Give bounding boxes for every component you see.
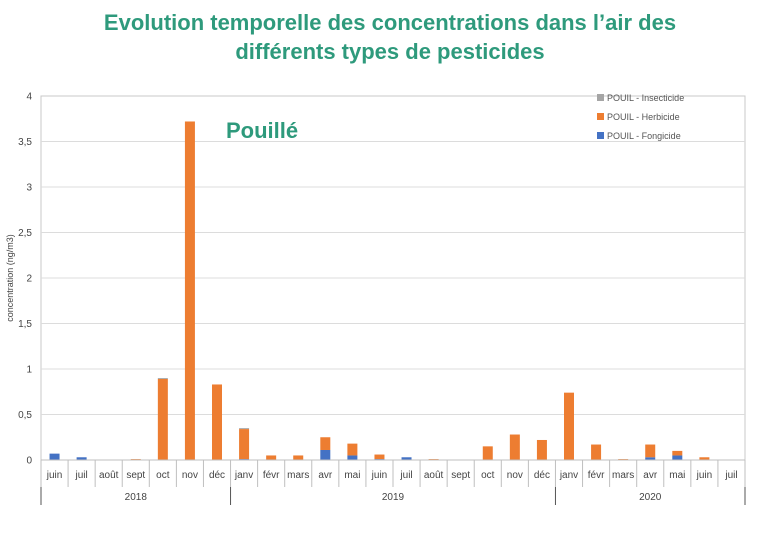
x-tick-label: juil bbox=[399, 470, 412, 481]
bar-pouil-herbicide-5 bbox=[184, 121, 195, 460]
x-tick-label: déc bbox=[534, 470, 550, 481]
x-tick-label: juin bbox=[371, 470, 388, 481]
bar-pouil-herbicide-6 bbox=[212, 384, 222, 460]
x-tick-label: nov bbox=[182, 470, 198, 481]
y-tick-label: 1,5 bbox=[18, 319, 32, 330]
bar-pouil-fongicide-23 bbox=[672, 455, 683, 460]
bar-pouil-herbicide-4 bbox=[157, 379, 168, 460]
chart-title: Evolution temporelle des concentrations … bbox=[0, 8, 780, 66]
bar-pouil-herbicide-12 bbox=[374, 454, 385, 460]
bar-pouil-herbicide-7 bbox=[239, 429, 250, 460]
x-tick-label: juil bbox=[74, 470, 87, 481]
x-tick-label: mai bbox=[344, 470, 360, 481]
y-tick-label: 4 bbox=[26, 92, 32, 103]
bar-pouil-herbicide-22 bbox=[645, 444, 656, 458]
bar-pouil-herbicide-11 bbox=[347, 443, 358, 456]
x-tick-label: mai bbox=[669, 470, 685, 481]
x-tick-label: févr bbox=[263, 470, 280, 481]
x-tick-label: déc bbox=[209, 470, 225, 481]
x-tick-label: avr bbox=[318, 470, 333, 481]
x-tick-label: janv bbox=[559, 470, 578, 481]
x-tick-label: janv bbox=[234, 470, 253, 481]
year-label: 2018 bbox=[125, 492, 148, 503]
y-tick-label: 3,5 bbox=[18, 137, 32, 148]
bar-pouil-herbicide-19 bbox=[564, 392, 574, 460]
bar-pouil-herbicide-16 bbox=[482, 446, 493, 460]
bar-pouil-fongicide-10 bbox=[320, 449, 331, 460]
y-tick-label: 2 bbox=[26, 274, 32, 285]
bar-pouil-fongicide-0 bbox=[49, 453, 60, 460]
bar-pouil-herbicide-18 bbox=[536, 439, 547, 460]
legend-swatch bbox=[597, 113, 604, 120]
y-axis-label: concentration (ng/m3) bbox=[5, 234, 15, 322]
y-tick-label: 0 bbox=[26, 456, 32, 467]
x-tick-label: juil bbox=[724, 470, 737, 481]
y-tick-label: 3 bbox=[26, 183, 32, 194]
x-tick-label: mars bbox=[287, 470, 309, 481]
chart-annotation: Pouillé bbox=[226, 118, 298, 143]
bar-pouil-herbicide-10 bbox=[320, 437, 331, 450]
x-tick-label: août bbox=[99, 470, 119, 481]
legend-label: POUIL - Insecticide bbox=[607, 93, 684, 103]
year-label: 2020 bbox=[639, 492, 662, 503]
chart-title-line2: différents types de pesticides bbox=[235, 39, 545, 64]
x-tick-label: juin bbox=[46, 470, 63, 481]
bar-pouil-insecticide-4 bbox=[157, 378, 168, 380]
x-tick-label: nov bbox=[507, 470, 523, 481]
bar-pouil-insecticide-7 bbox=[239, 428, 250, 430]
legend-swatch bbox=[597, 94, 604, 101]
y-tick-label: 0,5 bbox=[18, 410, 32, 421]
x-tick-label: sept bbox=[126, 470, 145, 481]
y-tick-label: 2,5 bbox=[18, 228, 32, 239]
x-tick-label: oct bbox=[481, 470, 495, 481]
bar-pouil-fongicide-1 bbox=[76, 457, 87, 460]
bar-pouil-herbicide-24 bbox=[699, 457, 710, 460]
bar-pouil-fongicide-11 bbox=[347, 455, 358, 460]
x-tick-label: mars bbox=[612, 470, 634, 481]
x-tick-label: juin bbox=[696, 470, 713, 481]
year-label: 2019 bbox=[382, 492, 405, 503]
x-tick-label: août bbox=[424, 470, 444, 481]
bar-pouil-herbicide-9 bbox=[293, 455, 304, 460]
bar-pouil-herbicide-23 bbox=[672, 450, 683, 456]
bar-pouil-fongicide-22 bbox=[645, 457, 656, 460]
x-tick-label: avr bbox=[643, 470, 658, 481]
bar-pouil-fongicide-13 bbox=[401, 457, 412, 460]
bar-pouil-herbicide-20 bbox=[591, 444, 602, 460]
legend-label: POUIL - Herbicide bbox=[607, 112, 680, 122]
legend-swatch bbox=[597, 132, 604, 139]
x-tick-label: oct bbox=[156, 470, 170, 481]
y-tick-label: 1 bbox=[26, 365, 32, 376]
legend-label: POUIL - Fongicide bbox=[607, 131, 681, 141]
bar-pouil-herbicide-17 bbox=[509, 434, 520, 460]
bar-pouil-herbicide-8 bbox=[266, 455, 277, 460]
x-tick-label: sept bbox=[451, 470, 470, 481]
chart-title-line1: Evolution temporelle des concentrations … bbox=[103, 10, 677, 35]
x-tick-label: févr bbox=[588, 470, 605, 481]
